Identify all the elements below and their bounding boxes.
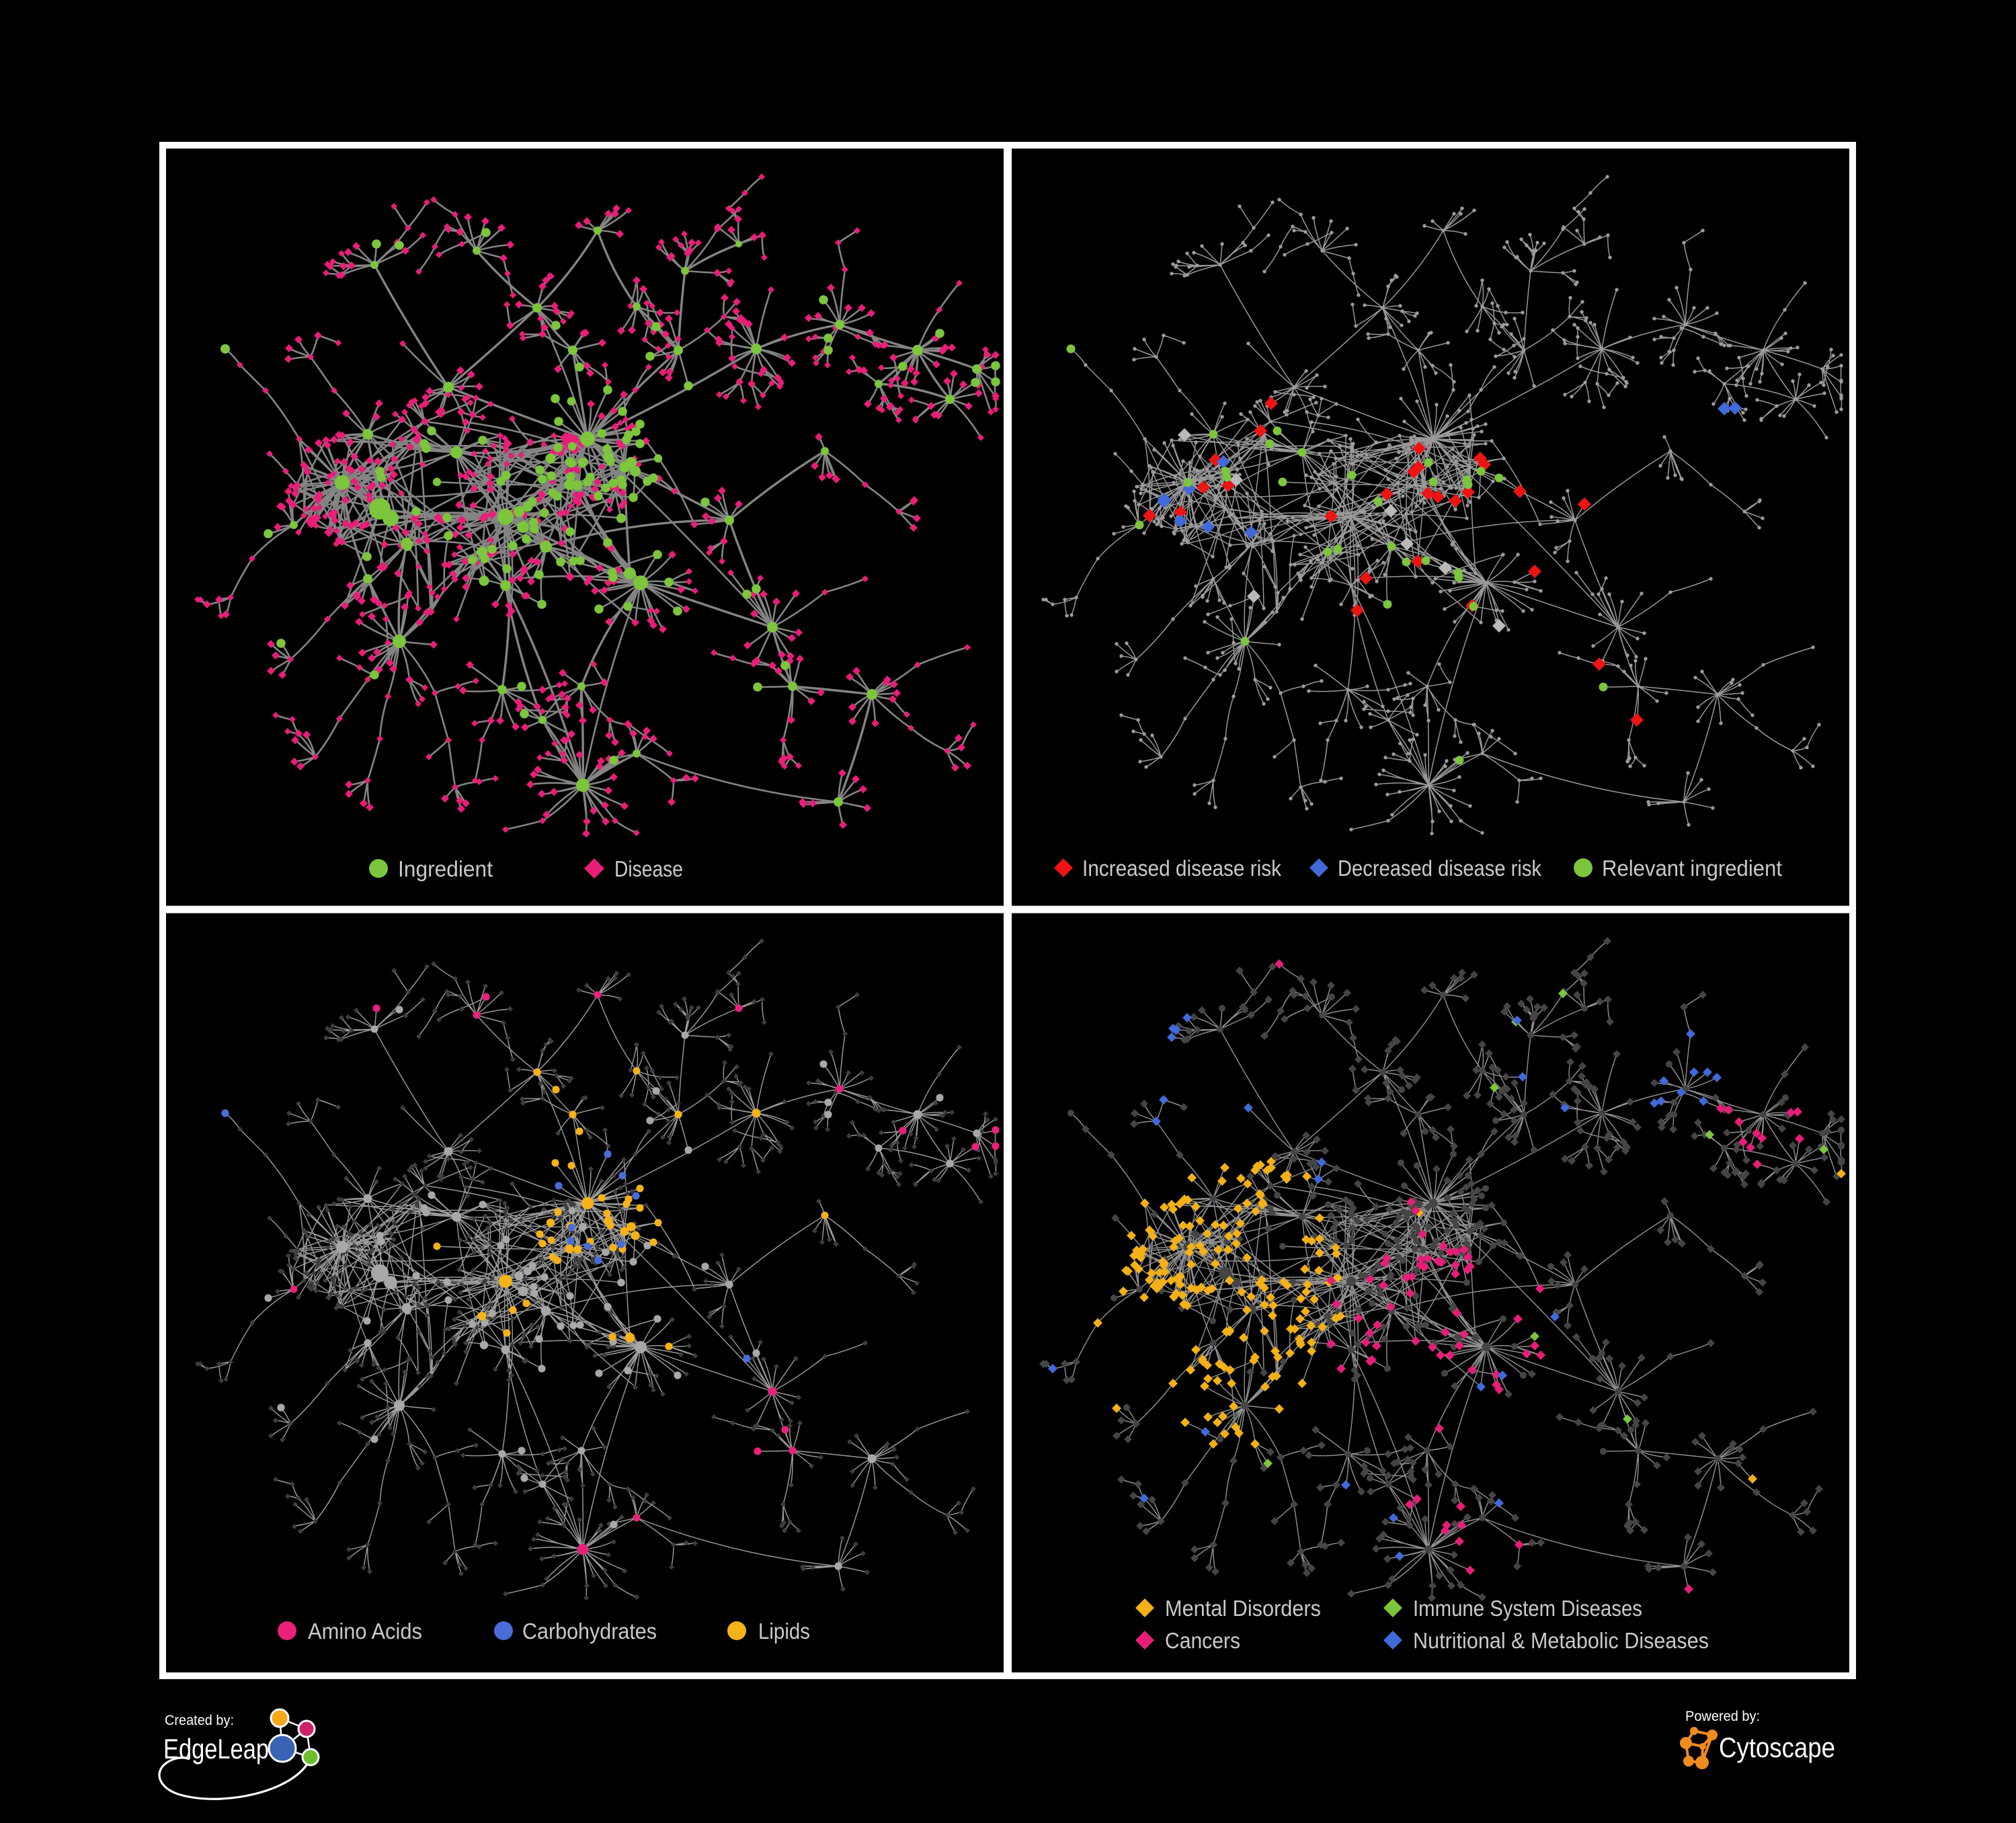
- svg-text:Nutritional & Metabolic Diseas: Nutritional & Metabolic Diseases: [1413, 1628, 1709, 1653]
- svg-text:Immune System Diseases: Immune System Diseases: [1413, 1596, 1642, 1621]
- svg-text:Created by:: Created by:: [165, 1713, 234, 1728]
- svg-text:Decreased disease risk: Decreased disease risk: [1338, 856, 1541, 881]
- svg-text:EdgeLeap: EdgeLeap: [163, 1733, 269, 1765]
- svg-text:Carbohydrates: Carbohydrates: [522, 1619, 657, 1644]
- svg-text:Mental Disorders: Mental Disorders: [1165, 1596, 1321, 1621]
- svg-text:Cancers: Cancers: [1165, 1628, 1240, 1653]
- svg-text:Lipids: Lipids: [758, 1619, 810, 1644]
- svg-text:Powered by:: Powered by:: [1685, 1709, 1760, 1724]
- svg-text:Relevant ingredient: Relevant ingredient: [1602, 856, 1782, 881]
- svg-text:Increased disease risk: Increased disease risk: [1082, 856, 1281, 881]
- svg-text:Amino Acids: Amino Acids: [308, 1619, 422, 1644]
- svg-text:Ingredient: Ingredient: [398, 856, 493, 881]
- svg-text:Disease: Disease: [614, 856, 683, 881]
- svg-text:Cytoscape: Cytoscape: [1719, 1732, 1835, 1763]
